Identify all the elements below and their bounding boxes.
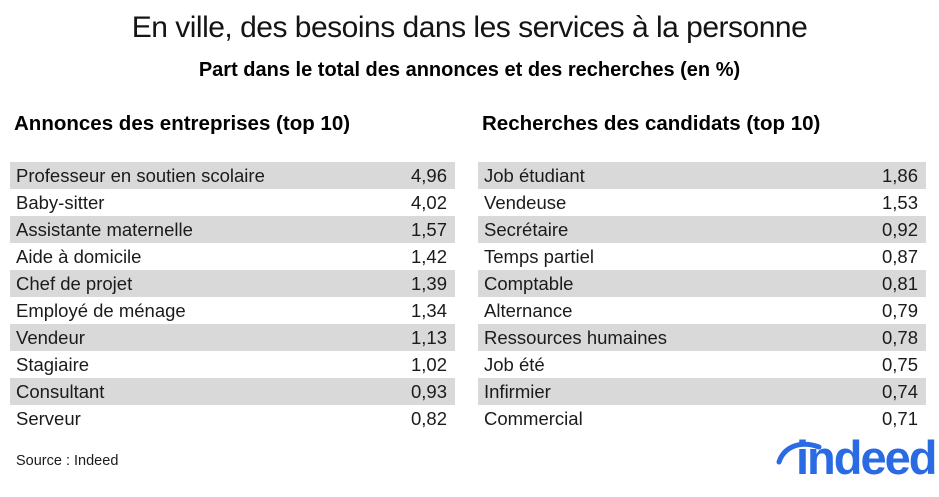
job-term-label: Consultant: [16, 381, 105, 402]
share-percent-value: 1,42: [410, 246, 447, 267]
job-term-label: Vendeur: [16, 327, 85, 348]
share-percent-value: 0,78: [881, 327, 918, 348]
job-term-label: Aide à domicile: [16, 246, 142, 267]
job-term-label: Professeur en soutien scolaire: [16, 165, 265, 186]
indeed-arc-icon: [776, 441, 822, 465]
job-term-label: Assistante maternelle: [16, 219, 193, 240]
share-percent-value: 1,02: [410, 354, 447, 375]
table-row: Stagiaire 1,02: [10, 351, 455, 378]
table-annonces-entreprises: Annonces des entreprises (top 10) Profes…: [10, 112, 455, 432]
table-recherches-rows: Job étudiant 1,86 Vendeuse 1,53 Secrétaire 0,…: [478, 162, 926, 432]
share-percent-value: 0,87: [881, 246, 918, 267]
table-annonces-title: Annonces des entreprises (top 10): [14, 112, 351, 135]
source-note: Source : Indeed: [16, 453, 119, 469]
table-row: Vendeuse 1,53: [478, 189, 926, 216]
share-percent-value: 4,02: [410, 192, 447, 213]
job-term-label: Job été: [484, 354, 545, 375]
table-row: Chef de projet 1,39: [10, 270, 455, 297]
share-percent-value: 1,39: [410, 273, 447, 294]
job-term-label: Employé de ménage: [16, 300, 186, 321]
table-row: Job étudiant 1,86: [478, 162, 926, 189]
share-percent-value: 0,81: [881, 273, 918, 294]
share-percent-value: 1,13: [410, 327, 447, 348]
share-percent-value: 1,86: [881, 165, 918, 186]
table-row: Professeur en soutien scolaire 4,96: [10, 162, 455, 189]
table-row: Comptable 0,81: [478, 270, 926, 297]
table-row: Consultant 0,93: [10, 378, 455, 405]
job-term-label: Secrétaire: [484, 219, 569, 240]
table-row: Serveur 0,82: [10, 405, 455, 432]
job-term-label: Baby-sitter: [16, 192, 105, 213]
table-row: Employé de ménage 1,34: [10, 297, 455, 324]
job-term-label: Job étudiant: [484, 165, 585, 186]
job-term-label: Serveur: [16, 408, 81, 429]
table-row: Commercial 0,71: [478, 405, 926, 432]
job-term-label: Chef de projet: [16, 273, 133, 294]
table-row: Alternance 0,79: [478, 297, 926, 324]
table-row: Assistante maternelle 1,57: [10, 216, 455, 243]
share-percent-value: 0,82: [410, 408, 447, 429]
indeed-logo: indeed: [772, 431, 937, 493]
table-row: Ressources humaines 0,78: [478, 324, 926, 351]
share-percent-value: 4,96: [410, 165, 447, 186]
table-row: Baby-sitter 4,02: [10, 189, 455, 216]
table-row: Aide à domicile 1,42: [10, 243, 455, 270]
job-term-label: Alternance: [484, 300, 573, 321]
table-row: Infirmier 0,74: [478, 378, 926, 405]
share-percent-value: 1,57: [410, 219, 447, 240]
job-term-label: Commercial: [484, 408, 583, 429]
table-annonces-rows: Professeur en soutien scolaire 4,96 Baby-s…: [10, 162, 455, 432]
job-term-label: Infirmier: [484, 381, 551, 402]
page-title: En ville, des besoins dans les services …: [131, 11, 808, 44]
table-recherches-title: Recherches des candidats (top 10): [482, 112, 821, 135]
share-percent-value: 0,75: [881, 354, 918, 375]
job-term-label: Stagiaire: [16, 354, 90, 375]
table-row: Temps partiel 0,87: [478, 243, 926, 270]
job-term-label: Comptable: [484, 273, 574, 294]
share-percent-value: 0,92: [881, 219, 918, 240]
job-term-label: Temps partiel: [484, 246, 595, 267]
job-term-label: Vendeuse: [484, 192, 567, 213]
page-subtitle: Part dans le total des annonces et des r…: [198, 59, 741, 81]
share-percent-value: 0,71: [881, 408, 918, 429]
indeed-logo-text: indeed: [796, 431, 937, 484]
job-term-label: Ressources humaines: [484, 327, 668, 348]
table-row: Secrétaire 0,92: [478, 216, 926, 243]
table-row: Job été 0,75: [478, 351, 926, 378]
table-recherches-candidats: Recherches des candidats (top 10) Job ét…: [478, 112, 926, 432]
share-percent-value: 0,93: [410, 381, 447, 402]
share-percent-value: 0,74: [881, 381, 918, 402]
share-percent-value: 0,79: [881, 300, 918, 321]
share-percent-value: 1,53: [881, 192, 918, 213]
table-row: Vendeur 1,13: [10, 324, 455, 351]
share-percent-value: 1,34: [410, 300, 447, 321]
